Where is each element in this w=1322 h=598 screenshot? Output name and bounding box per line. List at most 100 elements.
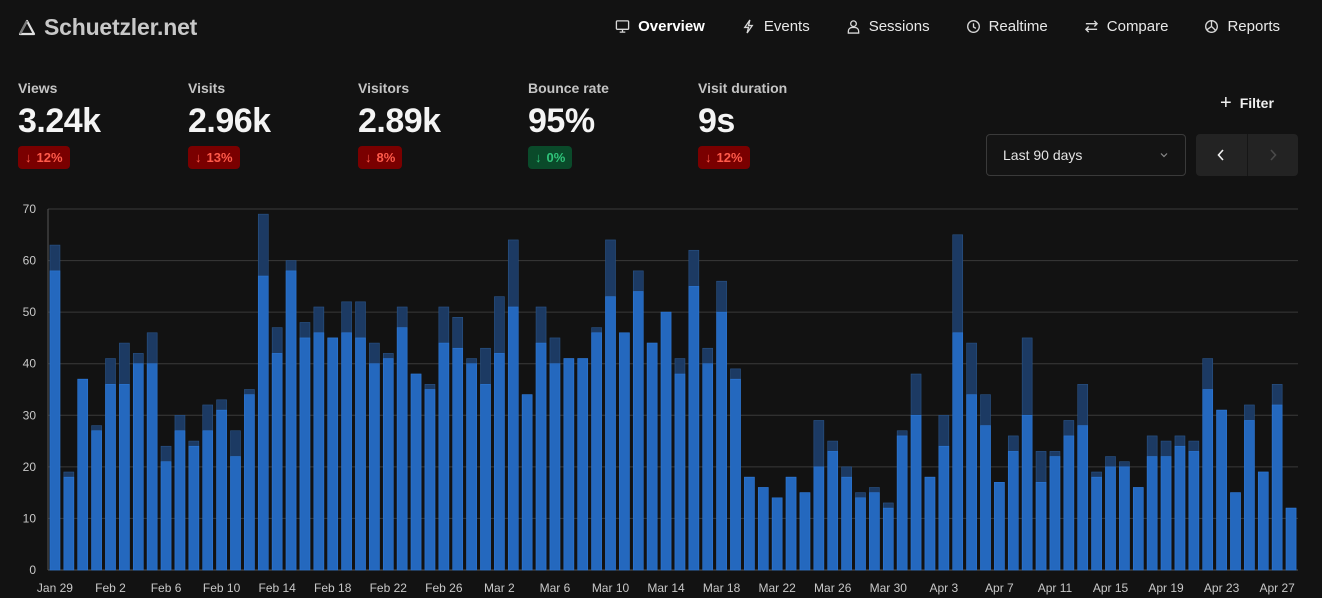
x-tick-label: Jan 29: [37, 581, 73, 595]
bar-visitors: [1202, 389, 1214, 571]
bar-visitors: [771, 497, 783, 571]
bar-visitors: [396, 327, 408, 571]
metric-visit-duration[interactable]: Visit duration 9s ↓ 12%: [698, 80, 868, 169]
bar-visitors: [1257, 471, 1269, 571]
x-tick-label: Mar 14: [647, 581, 685, 595]
arrow-down-icon: ↓: [195, 150, 202, 165]
metric-value: 95%: [528, 102, 595, 140]
bar-visitors: [355, 337, 366, 571]
lightning-icon: [743, 19, 754, 34]
bar-visitors: [1105, 466, 1116, 571]
change-value: 12%: [36, 150, 63, 165]
metric-value: 9s: [698, 102, 735, 140]
nav-sessions[interactable]: Sessions: [846, 18, 930, 35]
x-tick-label: Apr 15: [1093, 581, 1129, 595]
bar-visitors: [605, 296, 616, 571]
bar-visitors: [730, 378, 741, 571]
change-value: 0%: [546, 150, 566, 165]
y-tick-label: 70: [23, 202, 37, 216]
metric-value: 2.96k: [188, 102, 271, 140]
metric-label: Visitors: [358, 80, 410, 96]
bar-visitors: [952, 332, 964, 571]
nav-reports-label: Reports: [1227, 18, 1280, 35]
change-badge: ↓ 0%: [528, 146, 573, 169]
metric-label: Bounce rate: [528, 80, 609, 96]
x-tick-label: Mar 10: [592, 581, 630, 595]
brand[interactable]: Schuetzler.net: [18, 14, 197, 41]
next-period-button[interactable]: [1246, 134, 1299, 176]
plus-icon: +: [1220, 92, 1232, 114]
metric-visits[interactable]: Visits 2.96k ↓ 13%: [188, 80, 358, 169]
change-badge: ↓ 13%: [188, 146, 240, 169]
bar-visitors: [1160, 456, 1172, 571]
y-tick-label: 0: [29, 563, 36, 577]
bar-visitors: [1077, 425, 1089, 571]
arrow-down-icon: ↓: [705, 150, 712, 165]
x-tick-label: Mar 22: [758, 581, 796, 595]
x-tick-label: Mar 6: [540, 581, 571, 595]
date-range-select[interactable]: Last 90 days: [986, 134, 1186, 176]
x-tick-label: Apr 3: [929, 581, 958, 595]
bar-visitors: [494, 353, 505, 571]
bar-visitors: [744, 476, 755, 571]
x-tick-label: Feb 2: [95, 581, 126, 595]
bar-visitors: [160, 461, 172, 571]
date-range-value: Last 90 days: [1003, 147, 1083, 163]
chevron-left-icon: [1217, 149, 1224, 161]
bar-visitors: [202, 430, 214, 571]
metric-label: Views: [18, 80, 58, 96]
nav-realtime[interactable]: Realtime: [966, 18, 1048, 35]
x-tick-label: Feb 22: [370, 581, 408, 595]
bar-visitors: [63, 476, 75, 571]
bar-visitors: [980, 425, 991, 571]
bar-visitors: [174, 430, 186, 571]
y-tick-label: 30: [23, 408, 37, 422]
bar-visitors: [535, 342, 547, 571]
metric-views[interactable]: Views 3.24k ↓ 12%: [18, 80, 188, 169]
nav-overview[interactable]: Overview: [615, 18, 705, 35]
bar-visitors: [813, 466, 825, 571]
change-badge: ↓ 8%: [358, 146, 403, 169]
bar-visitors: [757, 487, 769, 571]
y-tick-label: 50: [23, 305, 37, 319]
bar-visitors: [438, 342, 450, 571]
bar-visitors: [132, 363, 144, 571]
bar-visitors: [1271, 404, 1283, 571]
user-icon: [847, 20, 860, 34]
metric-label: Visits: [188, 80, 226, 96]
metric-visitors[interactable]: Visitors 2.89k ↓ 8%: [358, 80, 528, 169]
nav-compare-label: Compare: [1106, 18, 1169, 35]
bar-visitors: [1188, 451, 1200, 571]
metrics-bar: Views 3.24k ↓ 12% Visits 2.96k ↓ 13% Visit…: [18, 80, 868, 169]
x-tick-label: Mar 26: [814, 581, 852, 595]
x-tick-label: Mar 30: [870, 581, 908, 595]
bar-visitors: [452, 347, 464, 571]
metric-bounce-rate[interactable]: Bounce rate 95% ↓ 0%: [528, 80, 698, 169]
arrows-swap-icon: [1084, 20, 1098, 33]
nav-compare[interactable]: Compare: [1084, 18, 1169, 35]
nav-events[interactable]: Events: [741, 18, 810, 35]
bar-visitors: [49, 270, 61, 571]
chevron-down-icon: [1160, 153, 1168, 158]
previous-period-button[interactable]: [1196, 134, 1247, 176]
x-tick-label: Feb 26: [425, 581, 463, 595]
bar-visitors: [591, 332, 602, 571]
nav-reports[interactable]: Reports: [1204, 18, 1280, 35]
bar-visitors: [480, 384, 491, 571]
x-tick-label: Mar 2: [484, 581, 515, 595]
x-tick-label: Apr 23: [1204, 581, 1240, 595]
clock-icon: [966, 20, 980, 33]
y-tick-label: 60: [23, 254, 37, 268]
x-tick-label: Mar 18: [703, 581, 741, 595]
monitor-icon: [615, 20, 630, 33]
x-tick-label: Apr 11: [1038, 581, 1073, 595]
bar-visitors: [1021, 414, 1033, 571]
main-nav: Overview Events Sessions Realtime Compar…: [615, 18, 1280, 35]
bar-visitors: [466, 363, 477, 571]
bar-visitors: [841, 476, 852, 571]
bar-visitors: [1230, 492, 1241, 571]
bar-visitors: [938, 445, 950, 571]
bar-visitors: [230, 456, 241, 571]
bar-visitors: [1091, 476, 1102, 571]
filter-button[interactable]: + Filter: [1220, 93, 1274, 113]
